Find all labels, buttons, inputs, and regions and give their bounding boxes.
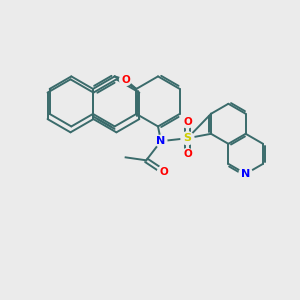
Circle shape (158, 166, 170, 178)
Circle shape (120, 74, 131, 85)
Text: S: S (184, 133, 191, 143)
Text: O: O (183, 117, 192, 127)
Text: O: O (121, 75, 130, 85)
Circle shape (155, 135, 167, 147)
Circle shape (182, 148, 193, 160)
Text: O: O (183, 149, 192, 159)
Text: N: N (241, 169, 250, 179)
Text: N: N (156, 136, 166, 146)
Circle shape (181, 132, 194, 145)
Text: O: O (160, 167, 168, 177)
Circle shape (182, 116, 193, 128)
Circle shape (239, 167, 253, 181)
